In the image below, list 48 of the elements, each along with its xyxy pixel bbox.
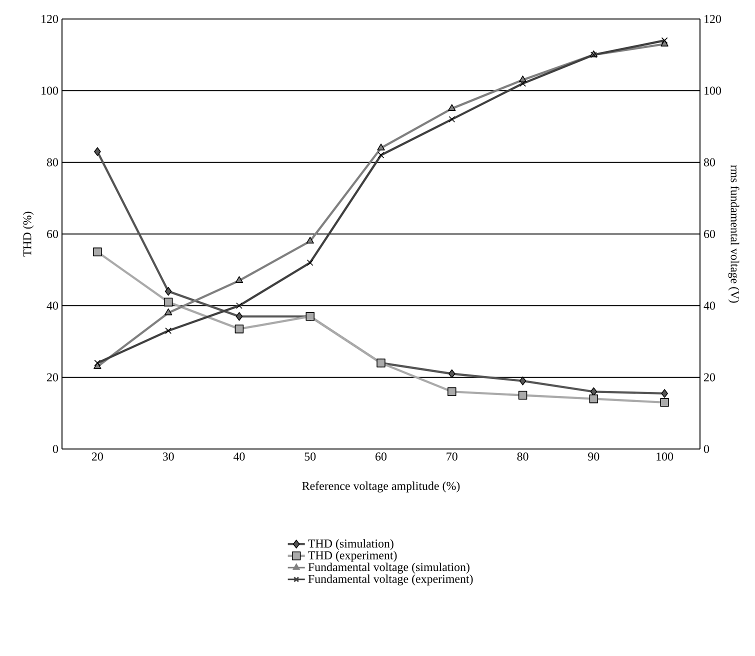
y-tick-label: 20 bbox=[47, 373, 58, 382]
y-tick-label: 80 bbox=[46, 158, 58, 166]
point bbox=[660, 398, 669, 407]
x-tick-label: 30 bbox=[162, 452, 174, 461]
y-tick-label: 120 bbox=[42, 14, 58, 24]
point bbox=[518, 390, 528, 400]
x-tick-label: 80 bbox=[517, 452, 528, 461]
point bbox=[448, 104, 456, 111]
point bbox=[164, 298, 173, 306]
y-axis-title: THD (%) bbox=[22, 212, 34, 257]
y2-tick-label: 100 bbox=[704, 86, 721, 95]
y2-tick-label: 80 bbox=[704, 158, 716, 166]
point bbox=[519, 376, 526, 386]
point bbox=[306, 236, 314, 244]
y2-axis-title: rms fundamental voltage (V) bbox=[728, 165, 740, 303]
x-axis-title: Reference voltage amplitude (%) bbox=[302, 481, 460, 492]
y2-tick-label: 120 bbox=[704, 14, 721, 24]
y-tick-label: 60 bbox=[47, 230, 58, 238]
y2-tick-label: 0 bbox=[704, 444, 710, 454]
y2-tick-label: 60 bbox=[704, 230, 716, 238]
point bbox=[448, 369, 456, 378]
x-tick-label: 100 bbox=[656, 452, 674, 461]
legend-label: THD (experiment) bbox=[308, 550, 397, 562]
point bbox=[448, 387, 456, 396]
point bbox=[164, 286, 172, 296]
y-tick-label: 100 bbox=[42, 86, 58, 95]
point bbox=[661, 389, 668, 398]
legend-label: Fundamental voltage (simulation) bbox=[308, 562, 470, 574]
y-tick-label: 0 bbox=[52, 444, 58, 454]
y-tick-label: 40 bbox=[46, 302, 58, 310]
y2-tick-label: 40 bbox=[704, 302, 716, 310]
x-tick-label: 60 bbox=[376, 452, 387, 461]
x-tick-label: 90 bbox=[588, 452, 600, 461]
point bbox=[236, 312, 243, 321]
point bbox=[235, 276, 244, 283]
point bbox=[377, 144, 385, 150]
point bbox=[164, 308, 172, 316]
legend-label: Fundamental voltage (experiment) bbox=[308, 574, 473, 586]
point bbox=[94, 147, 101, 156]
x-tick-label: 50 bbox=[304, 452, 316, 461]
point bbox=[589, 394, 598, 404]
x-tick-label: 20 bbox=[92, 452, 103, 461]
x-tick-label: 40 bbox=[233, 452, 245, 461]
point bbox=[93, 248, 102, 256]
point bbox=[234, 324, 244, 334]
legend-label: THD (simulation) bbox=[308, 539, 394, 550]
y2-tick-label: 20 bbox=[704, 373, 716, 382]
x-tick-label: 70 bbox=[446, 452, 458, 461]
